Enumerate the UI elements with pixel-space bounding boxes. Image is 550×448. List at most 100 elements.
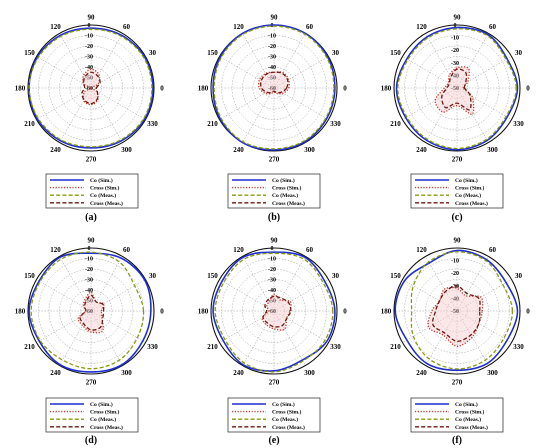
radial-tick-label: -20: [451, 48, 459, 54]
panel-caption: (b): [268, 212, 280, 223]
radial-tick-label: -50: [451, 86, 459, 92]
angle-tick-label: 60: [306, 23, 314, 31]
angle-tick-label: 210: [24, 343, 35, 351]
angle-tick-label: 240: [233, 369, 244, 377]
radial-tick-label: -10: [451, 36, 459, 42]
series-line-cross-meas: [79, 294, 105, 331]
series-line-cross-meas: [81, 71, 101, 105]
angle-tick-label: 30: [332, 49, 340, 57]
legend-entry: Cross (Sim.): [90, 409, 120, 416]
angle-tick-label: 60: [123, 23, 131, 31]
series-line-cross-meas: [431, 285, 481, 342]
radial-tick-label: -40: [451, 296, 459, 302]
legend-entry: Cross (Meas.): [455, 200, 488, 207]
radial-tick-label: 0: [88, 246, 91, 252]
radial-tick-label: -50: [268, 299, 276, 305]
radial-tick-label: -10: [85, 257, 93, 263]
legend-entry: Cross (Sim.): [90, 185, 120, 192]
angle-tick-label: 150: [390, 272, 401, 280]
angle-tick-label: 210: [207, 343, 218, 351]
angle-tick-label: 60: [306, 246, 314, 254]
angle-tick-label: 30: [149, 49, 157, 57]
radial-tick-label: -40: [85, 288, 93, 294]
angle-tick-label: 0: [343, 307, 347, 315]
radial-tick-label: -60: [85, 309, 93, 315]
angle-tick-label: 60: [489, 23, 497, 31]
angle-tick-label: 270: [269, 378, 280, 386]
radial-tick-label: -10: [85, 34, 93, 40]
radial-tick-label: -30: [268, 55, 276, 61]
radial-tick-label: -20: [85, 44, 93, 50]
cross-pol-shade: [258, 71, 290, 94]
legend-entry: Co (Meas.): [272, 416, 298, 423]
angle-tick-label: 120: [50, 23, 61, 31]
radial-tick-label: -10: [268, 257, 276, 263]
angle-tick-label: 240: [416, 146, 427, 154]
series-line-cross-sim: [427, 286, 484, 347]
grid-spoke: [273, 87, 306, 143]
legend-entry: Co (Sim.): [455, 401, 478, 408]
angle-tick-label: 330: [513, 343, 524, 351]
cross-pol-shade: [428, 287, 483, 347]
angle-tick-label: 30: [332, 272, 340, 280]
angle-tick-label: 300: [304, 369, 315, 377]
legend-entry: Cross (Sim.): [272, 409, 302, 416]
angle-tick-label: 330: [147, 343, 158, 351]
outer-ring: [27, 247, 155, 375]
angle-tick-label: 240: [416, 369, 427, 377]
polar-panel-a: 0 30 60 90 120 150 180 210 240 270 300 330 0 -10 -20 -3…: [15, 13, 165, 223]
radial-tick-label: 0: [454, 23, 457, 29]
radial-tick-label: -30: [451, 61, 459, 67]
series-line-co-meas: [214, 252, 334, 373]
legend-entry: Cross (Meas.): [272, 424, 305, 431]
radial-tick-label: -50: [268, 76, 276, 82]
radial-tick-label: -20: [85, 267, 93, 273]
radial-tick-label: -60: [85, 86, 93, 92]
radial-tick-label: -30: [85, 55, 93, 61]
angle-tick-label: 300: [304, 146, 315, 154]
radial-tick-label: -20: [268, 44, 276, 50]
radial-tick-label: -30: [85, 278, 93, 284]
series-line-co-meas: [410, 251, 514, 370]
cross-pol-shade: [78, 292, 104, 333]
radial-tick-label: -40: [268, 288, 276, 294]
angle-tick-label: 30: [515, 272, 523, 280]
polar-panel-e: 0 30 60 90 120 150 180 210 240 270 300 330 0 -10 -20 -3…: [198, 236, 348, 446]
radial-tick-label: -40: [451, 73, 459, 79]
angle-tick-label: 0: [160, 84, 164, 92]
radial-tick-label: -60: [268, 86, 276, 92]
angle-tick-label: 150: [390, 49, 401, 57]
angle-tick-label: 120: [50, 246, 61, 254]
series-line-co-meas: [28, 28, 153, 148]
series-line-co-meas: [30, 251, 145, 370]
series-line-co-sim: [212, 251, 336, 372]
angle-tick-label: 300: [487, 146, 498, 154]
cross-pol-shade: [435, 66, 474, 115]
legend-entry: Cross (Sim.): [455, 185, 485, 192]
radial-tick-label: -10: [268, 34, 276, 40]
legend-entry: Cross (Meas.): [272, 200, 305, 207]
angle-tick-label: 330: [513, 120, 524, 128]
series-line-co-sim: [212, 24, 336, 151]
angle-tick-label: 240: [50, 146, 61, 154]
angle-tick-label: 0: [526, 84, 530, 92]
angle-tick-label: 270: [452, 378, 463, 386]
radial-tick-label: -50: [451, 309, 459, 315]
angle-tick-label: 300: [487, 369, 498, 377]
legend-entry: Co (Meas.): [272, 192, 298, 199]
legend-entry: Cross (Meas.): [90, 424, 123, 431]
radial-tick-label: 0: [271, 246, 274, 252]
series-line-cross-meas: [262, 295, 292, 328]
panel-caption: (f): [452, 435, 462, 446]
angle-tick-label: 210: [390, 120, 401, 128]
legend-entry: Cross (Meas.): [455, 424, 488, 431]
panel-caption: (e): [268, 435, 279, 446]
angle-tick-label: 90: [88, 13, 96, 21]
series-line-co-meas: [397, 28, 517, 150]
legend-entry: Co (Sim.): [272, 401, 295, 408]
angle-tick-label: 180: [381, 307, 392, 315]
angle-tick-label: 270: [269, 155, 280, 163]
series-line-co-sim: [394, 249, 519, 372]
angle-tick-label: 270: [452, 155, 463, 163]
angle-tick-label: 150: [24, 272, 35, 280]
